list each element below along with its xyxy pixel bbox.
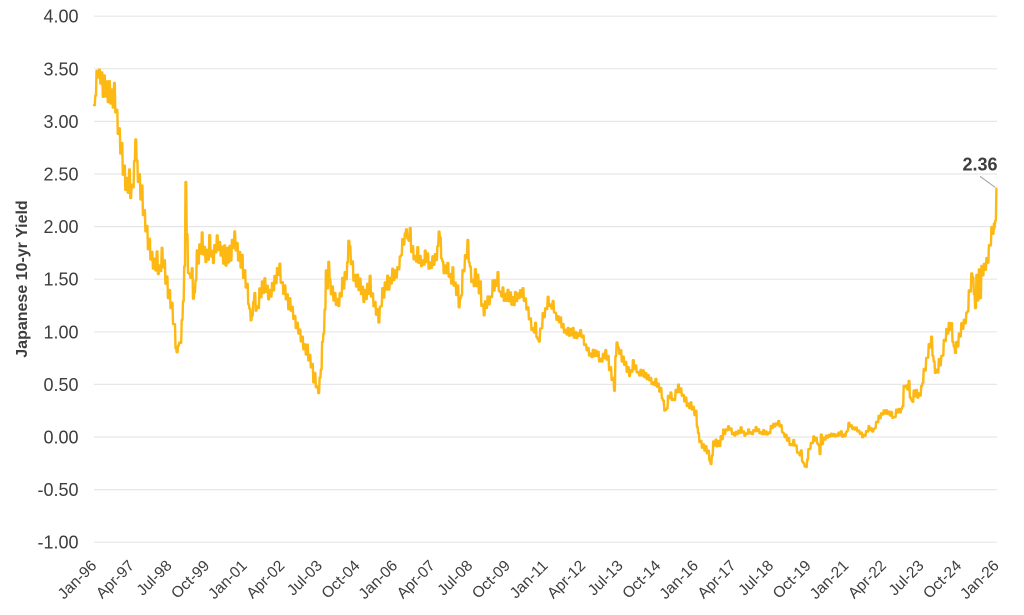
svg-text:Oct-24: Oct-24 <box>920 557 965 602</box>
svg-text:3.00: 3.00 <box>43 112 78 132</box>
svg-text:3.50: 3.50 <box>43 59 78 79</box>
svg-text:2.50: 2.50 <box>43 165 78 185</box>
svg-text:Jan-01: Jan-01 <box>205 557 251 603</box>
svg-text:Japanese 10-yr Yield: Japanese 10-yr Yield <box>14 200 31 357</box>
svg-text:Apr-17: Apr-17 <box>695 557 740 602</box>
svg-text:Jul-03: Jul-03 <box>284 557 326 599</box>
svg-text:0.50: 0.50 <box>43 375 78 395</box>
svg-text:Jul-98: Jul-98 <box>134 557 176 599</box>
svg-text:Jul-08: Jul-08 <box>434 557 476 599</box>
svg-text:2.36: 2.36 <box>962 155 997 175</box>
svg-text:-0.50: -0.50 <box>37 480 78 500</box>
svg-text:Jan-21: Jan-21 <box>807 557 853 603</box>
svg-text:Apr-97: Apr-97 <box>93 557 138 602</box>
svg-text:Jan-96: Jan-96 <box>55 557 101 603</box>
svg-text:Jul-13: Jul-13 <box>585 557 627 599</box>
svg-text:Oct-19: Oct-19 <box>770 557 815 602</box>
svg-text:Jul-23: Jul-23 <box>886 557 928 599</box>
svg-text:Jan-06: Jan-06 <box>356 557 402 603</box>
svg-text:0.00: 0.00 <box>43 428 78 448</box>
svg-text:Jul-18: Jul-18 <box>735 557 777 599</box>
svg-text:2.00: 2.00 <box>43 217 78 237</box>
svg-text:Oct-04: Oct-04 <box>319 557 364 602</box>
svg-text:1.50: 1.50 <box>43 270 78 290</box>
svg-text:-1.00: -1.00 <box>37 533 78 553</box>
svg-text:Jan-26: Jan-26 <box>957 557 1003 603</box>
svg-text:Apr-02: Apr-02 <box>243 557 288 602</box>
svg-text:Oct-99: Oct-99 <box>168 557 213 602</box>
svg-text:Jan-11: Jan-11 <box>507 557 552 602</box>
svg-text:Apr-12: Apr-12 <box>544 557 589 602</box>
svg-text:1.00: 1.00 <box>43 322 78 342</box>
svg-text:Apr-22: Apr-22 <box>845 557 890 602</box>
svg-text:Apr-07: Apr-07 <box>394 557 439 602</box>
svg-text:Jan-16: Jan-16 <box>656 557 702 603</box>
svg-text:4.00: 4.00 <box>43 7 78 27</box>
svg-text:Oct-09: Oct-09 <box>469 557 514 602</box>
svg-text:Oct-14: Oct-14 <box>619 557 664 602</box>
